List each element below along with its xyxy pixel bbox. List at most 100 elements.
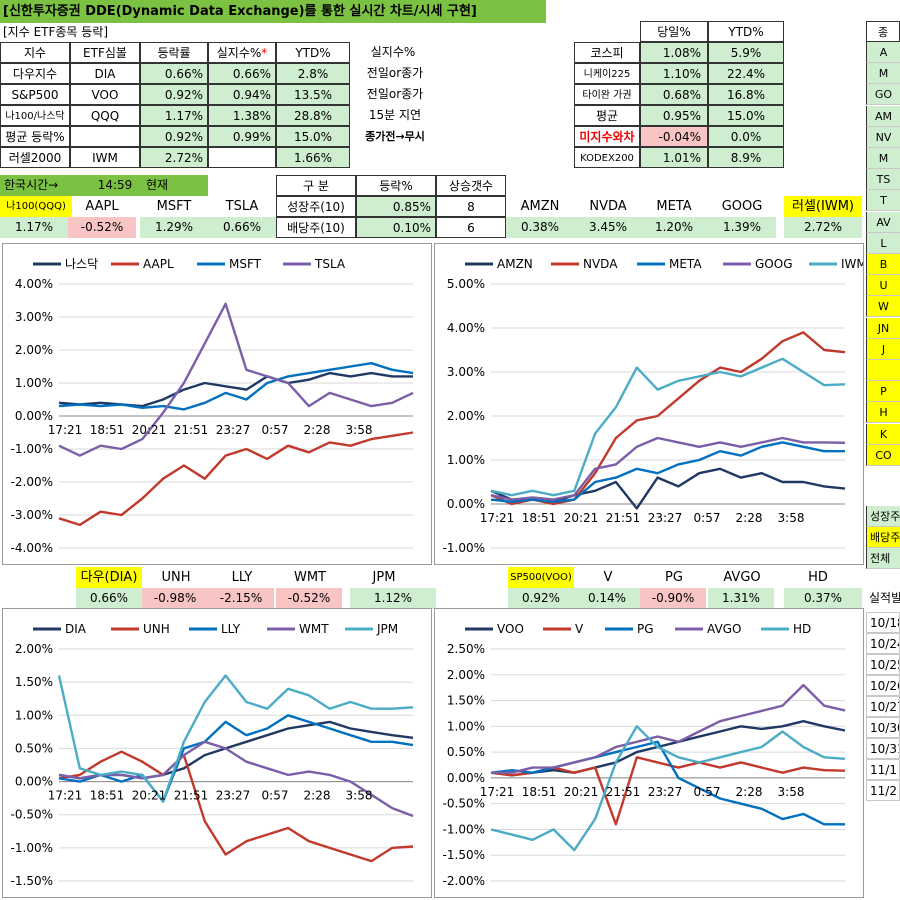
index-row-name: S&P500 [0, 84, 70, 105]
x-tick-label: 3:58 [346, 423, 373, 437]
right-col-item: J [866, 338, 900, 360]
x-tick-label: 2:28 [736, 785, 763, 799]
right-col-item: M [866, 63, 900, 85]
index-row-note: 종가전→무시 [365, 130, 425, 143]
index-row-change: 0.92% [140, 84, 208, 105]
index-row-name: 러셀2000 [0, 147, 70, 168]
time-status: 현재 [146, 178, 169, 192]
right-col-date: 10/30 [866, 717, 900, 738]
y-tick-label: 2.00% [15, 343, 53, 357]
right-col-item: AV [866, 211, 900, 233]
index-row-note: 전일or종가 [366, 87, 424, 101]
index-row-note: 전일or종가 [366, 66, 424, 80]
right-col-date: 11/1 [866, 759, 900, 780]
ticker-label: SP500(VOO) [508, 567, 574, 588]
chart-panel-3: DIA UNH LLY WMT JPM -1.50% -1.00% -0.50% 0.00% 0.… [2, 608, 432, 898]
series-line-AVGO [491, 683, 846, 774]
series-line-TSLA [58, 302, 414, 457]
ticker-label: AVGO [723, 570, 761, 585]
x-tick-label: 23:27 [648, 785, 683, 799]
y-tick-label: 0.00% [447, 771, 485, 785]
legend-label: LLY [221, 622, 241, 636]
x-tick-label: 0:57 [694, 511, 721, 525]
y-tick-label: 4.00% [447, 321, 485, 335]
x-tick-label: 2:28 [304, 423, 331, 437]
x-tick-label: 18:51 [522, 511, 557, 525]
x-tick-label: 0:57 [262, 789, 289, 803]
asia-row-day: 1.10% [640, 63, 708, 84]
series-line-GOOG [490, 436, 846, 501]
group-header-change: 등락% [356, 175, 436, 196]
ticker-value: -2.15% [208, 588, 274, 609]
right-col-group: 배당주 [866, 527, 900, 548]
asia-row-name: KODEX200 [574, 147, 640, 168]
index-row-etf: DIA [70, 63, 140, 84]
series-line-JPM [57, 674, 414, 803]
x-tick-label: 20:21 [564, 785, 599, 799]
ticker-value: 1.31% [708, 588, 774, 609]
right-col-date: 10/18 [866, 612, 900, 633]
ticker-label: JPM [372, 570, 396, 585]
y-tick-label: 0.00% [447, 497, 485, 511]
legend-label: META [669, 257, 702, 271]
y-tick-label: -2.00% [443, 874, 485, 888]
group-header-name: 구 분 [276, 175, 356, 196]
index-row-change: 0.66% [140, 63, 208, 84]
legend-label: JPM [376, 622, 398, 636]
y-tick-label: 1.00% [447, 453, 485, 467]
chart-sp500: VOO V PG AVGO HD -2.00% -1.50% -1.00% -0.50% 0.00… [443, 622, 846, 888]
asia-row-name: 미지수와차 [574, 126, 640, 147]
legend-label: PG [637, 622, 654, 636]
right-col-item: L [866, 232, 900, 254]
right-col-item: K [866, 423, 900, 445]
y-tick-label: 5.00% [447, 277, 485, 291]
y-tick-label: 0.50% [447, 745, 485, 759]
ticker-value: 1.39% [708, 217, 776, 238]
y-tick-label: 1.00% [15, 376, 53, 390]
asia-row-ytd: 0.0% [708, 126, 784, 147]
x-tick-label: 17:21 [480, 785, 515, 799]
x-tick-label: 3:58 [778, 511, 805, 525]
legend-label: TSLA [314, 257, 346, 271]
index-row-note [352, 147, 438, 168]
group-row-dividend-count: 6 [436, 217, 506, 238]
chart-panel-1: 나스닥 AAPL MSFT TSLA -4.00% -3.00% -2.00% -1.00% 0… [2, 243, 432, 565]
index-row-etf [70, 126, 140, 147]
right-col-item: W [866, 296, 900, 318]
series-line-HD [490, 725, 846, 852]
y-tick-label: 2.00% [447, 409, 485, 423]
col-header-index: 지수 [0, 42, 70, 63]
index-table: 지수 ETF심볼 등락률 실지수%* YTD% 실지수% [0, 42, 440, 180]
index-row-ytd: 28.8% [276, 105, 350, 126]
right-col-item: A [866, 42, 900, 63]
index-row-ytd: 13.5% [276, 84, 350, 105]
right-col-date: 10/24 [866, 633, 900, 654]
y-tick-label: -0.50% [11, 808, 53, 822]
col-header-ytd: YTD% [276, 42, 350, 63]
y-tick-label: -3.00% [11, 508, 53, 522]
y-tick-label: 2.00% [447, 668, 485, 682]
ticker-value: 1.17% [0, 217, 68, 238]
series-line-나스닥 [58, 371, 413, 408]
y-tick-label: -1.50% [443, 848, 485, 862]
legend-label: AAPL [143, 257, 174, 271]
right-col-date: 10/25 [866, 654, 900, 675]
y-tick-label: -0.50% [443, 797, 485, 811]
y-tick-label: 0.00% [15, 409, 53, 423]
legend-label: GOOG [755, 257, 793, 271]
x-tick-label: 2:28 [736, 511, 763, 525]
asia-row-name: 타이완 가권 [574, 84, 640, 105]
time-label: 한국시간→ [4, 178, 59, 192]
ticker-value: -0.52% [68, 217, 136, 238]
x-tick-label: 3:58 [778, 785, 805, 799]
legend-label: 나스닥 [65, 257, 98, 271]
right-col-item: U [866, 275, 900, 297]
index-row-real: 1.38% [208, 105, 276, 126]
right-col-group: 전체 [866, 548, 900, 569]
series-line-AAPL [58, 431, 414, 527]
y-tick-label: -1.00% [443, 822, 485, 836]
right-col-item: TS [866, 169, 900, 191]
ticker-label: GOOG [721, 199, 763, 214]
x-tick-label: 23:27 [216, 423, 251, 437]
group-row-dividend-name: 배당주(10) [276, 217, 356, 238]
